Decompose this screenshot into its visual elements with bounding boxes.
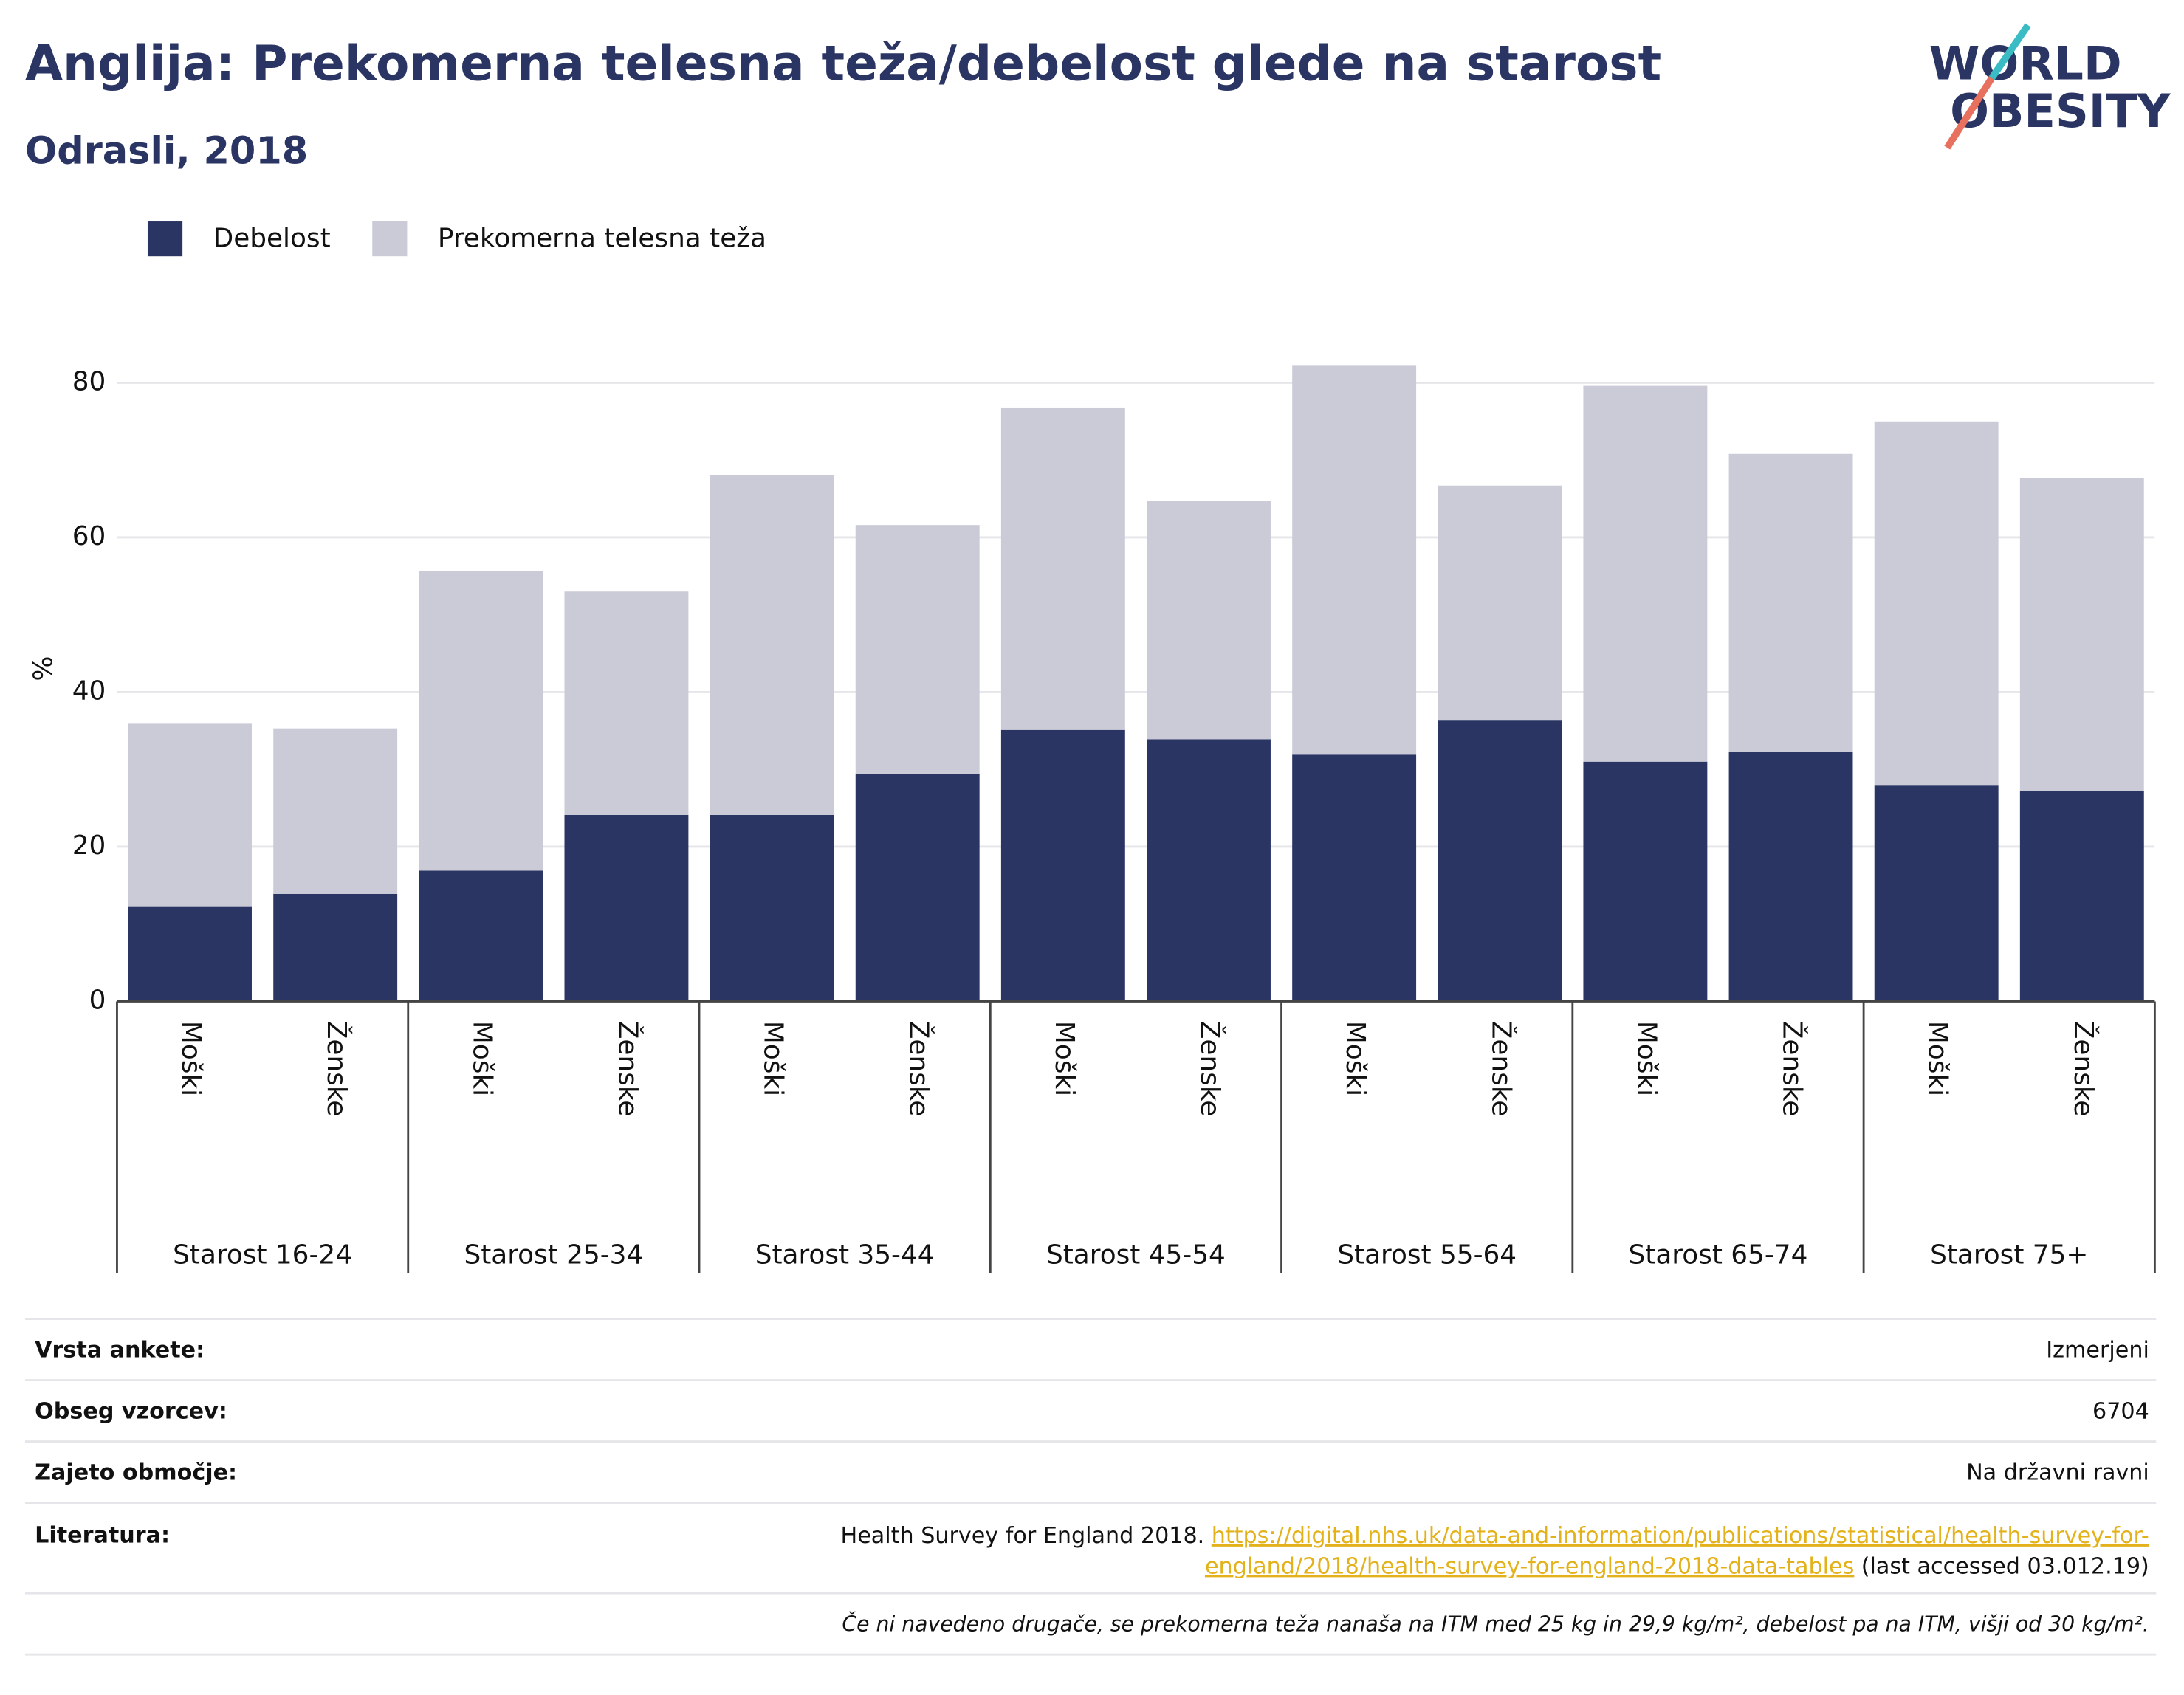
y-tick-label: 40 xyxy=(72,675,106,706)
bar-segment xyxy=(1874,421,1999,786)
bar-segment xyxy=(1874,785,1999,1002)
group-label: Starost 25-34 xyxy=(464,1240,643,1271)
y-tick-label: 20 xyxy=(72,831,106,861)
table-label: Zajeto območje: xyxy=(35,1460,237,1485)
x-tick-label: Ženske xyxy=(612,1021,643,1116)
x-tick-label: Moški xyxy=(467,1021,497,1096)
legend-swatch xyxy=(372,221,408,257)
y-tick-label: 0 xyxy=(89,985,106,1015)
bar-segment xyxy=(1000,729,1125,1002)
bar-segment xyxy=(855,774,980,1002)
x-tick-label: Moški xyxy=(758,1021,789,1096)
legend-label: Debelost xyxy=(213,224,331,254)
bar-segment xyxy=(273,893,398,1002)
bar-segment xyxy=(1147,739,1271,1002)
group-label: Starost 75+ xyxy=(1930,1240,2088,1271)
x-tick-label: Ženske xyxy=(2068,1021,2099,1116)
x-tick-label: Moški xyxy=(176,1021,206,1096)
bar-segment xyxy=(1583,385,1708,762)
bar-segment xyxy=(710,475,834,815)
table-value: Izmerjeni xyxy=(2046,1337,2149,1363)
reference-link[interactable]: https://digital.nhs.uk/data-and-informat… xyxy=(1212,1522,2149,1548)
y-axis-label: % xyxy=(28,656,58,681)
bar-segment xyxy=(128,723,252,907)
reference-text: england/2018/health-survey-for-england-2… xyxy=(1205,1553,2149,1579)
reference-source: Health Survey for England 2018. xyxy=(841,1522,1205,1548)
x-tick-label: Moški xyxy=(1049,1021,1079,1096)
logo-text: WORLD xyxy=(1929,37,2122,91)
bar-segment xyxy=(128,906,252,1002)
x-tick-label: Ženske xyxy=(904,1021,935,1116)
legend-swatch xyxy=(147,221,183,257)
group-label: Starost 45-54 xyxy=(1046,1240,1226,1271)
x-tick-label: Moški xyxy=(1340,1021,1370,1096)
table-label: Literatura: xyxy=(35,1522,170,1548)
y-tick-label: 80 xyxy=(72,366,106,396)
chart-title: Anglija: Prekomerna telesna teža/debelos… xyxy=(25,35,1661,92)
legend-label: Prekomerna telesna teža xyxy=(438,224,766,254)
logo-text: OBESITY xyxy=(1950,84,2171,138)
bar-segment xyxy=(855,525,980,774)
bar-segment xyxy=(1292,365,1417,755)
table-value: Na državni ravni xyxy=(1966,1460,2149,1485)
reference-link[interactable]: england/2018/health-survey-for-england-2… xyxy=(1205,1553,1854,1579)
x-tick-label: Ženske xyxy=(1486,1021,1517,1116)
reference-text: Health Survey for England 2018. https://d… xyxy=(841,1522,2149,1548)
bar-segment xyxy=(1583,761,1708,1002)
bar-segment xyxy=(273,728,398,894)
y-tick-label: 60 xyxy=(72,521,106,551)
bar-segment xyxy=(710,814,834,1002)
table-label: Vrsta ankete: xyxy=(35,1337,205,1363)
x-tick-label: Moški xyxy=(1631,1021,1661,1096)
bar-segment xyxy=(1438,485,1562,721)
reference-accessed: (last accessed 03.012.19) xyxy=(1861,1553,2149,1579)
logo-slash xyxy=(1988,23,2031,80)
bar-segment xyxy=(1000,407,1125,730)
group-label: Starost 35-44 xyxy=(755,1240,935,1271)
bar-segment xyxy=(419,570,543,871)
bar-segment xyxy=(2019,478,2144,791)
bar-segment xyxy=(2019,791,2144,1002)
bar-segment xyxy=(1147,501,1271,740)
bar-segment xyxy=(564,814,689,1002)
group-label: Starost 55-64 xyxy=(1337,1240,1517,1271)
bar-segment xyxy=(1728,752,1853,1002)
chart-subtitle: Odrasli, 2018 xyxy=(25,130,308,173)
bar-segment xyxy=(419,870,543,1002)
footnote: Če ni navedeno drugače, se prekomerna te… xyxy=(842,1612,2149,1637)
group-label: Starost 16-24 xyxy=(173,1240,352,1271)
bar-segment xyxy=(1292,754,1417,1002)
bar-segment xyxy=(1728,453,1853,752)
x-tick-label: Ženske xyxy=(1195,1021,1226,1116)
bar-segment xyxy=(1438,720,1562,1002)
x-tick-label: Ženske xyxy=(321,1021,352,1116)
bar-segment xyxy=(564,591,689,815)
table-value: 6704 xyxy=(2092,1398,2149,1424)
logo-slash xyxy=(1944,76,1995,150)
x-tick-label: Moški xyxy=(1923,1021,1953,1096)
x-tick-label: Ženske xyxy=(1777,1021,1808,1116)
group-label: Starost 65-74 xyxy=(1629,1240,1808,1271)
table-label: Obseg vzorcev: xyxy=(35,1398,227,1424)
